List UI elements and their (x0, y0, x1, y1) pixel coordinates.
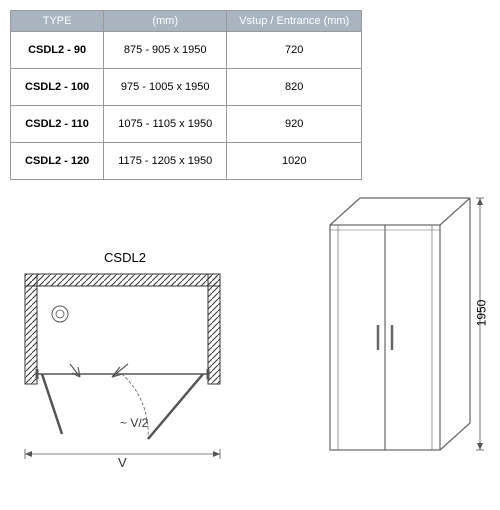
front-svg (310, 150, 490, 470)
front-view-diagram: 1950 (310, 150, 470, 475)
plan-label: CSDL2 (20, 250, 230, 265)
cell-dim: 875 - 905 x 1950 (104, 32, 227, 69)
cell-dim: 1075 - 1105 x 1950 (104, 106, 227, 143)
cell-type: CSDL2 - 110 (11, 106, 104, 143)
header-entrance: Vstup / Entrance (mm) (227, 11, 362, 32)
header-dim: (mm) (104, 11, 227, 32)
cell-type: CSDL2 - 120 (11, 143, 104, 180)
cell-entrance: 720 (227, 32, 362, 69)
cell-type: CSDL2 - 100 (11, 69, 104, 106)
table-row: CSDL2 - 90875 - 905 x 1950720 (11, 32, 362, 69)
plan-view-diagram: CSDL2 (20, 250, 230, 474)
width-label: V (118, 455, 127, 469)
table-header-row: TYPE (mm) Vstup / Entrance (mm) (11, 11, 362, 32)
height-label: 1950 (475, 299, 489, 326)
cell-dim: 1175 - 1205 x 1950 (104, 143, 227, 180)
table-row: CSDL2 - 1101075 - 1105 x 1950920 (11, 106, 362, 143)
cell-dim: 975 - 1005 x 1950 (104, 69, 227, 106)
cell-entrance: 920 (227, 106, 362, 143)
cell-entrance: 820 (227, 69, 362, 106)
table-row: CSDL2 - 100975 - 1005 x 1950820 (11, 69, 362, 106)
diagram-container: CSDL2 (0, 250, 500, 510)
cell-type: CSDL2 - 90 (11, 32, 104, 69)
half-width-label: ~ V/2 (120, 416, 149, 430)
header-type: TYPE (11, 11, 104, 32)
plan-svg: ~ V/2 V (20, 269, 230, 469)
